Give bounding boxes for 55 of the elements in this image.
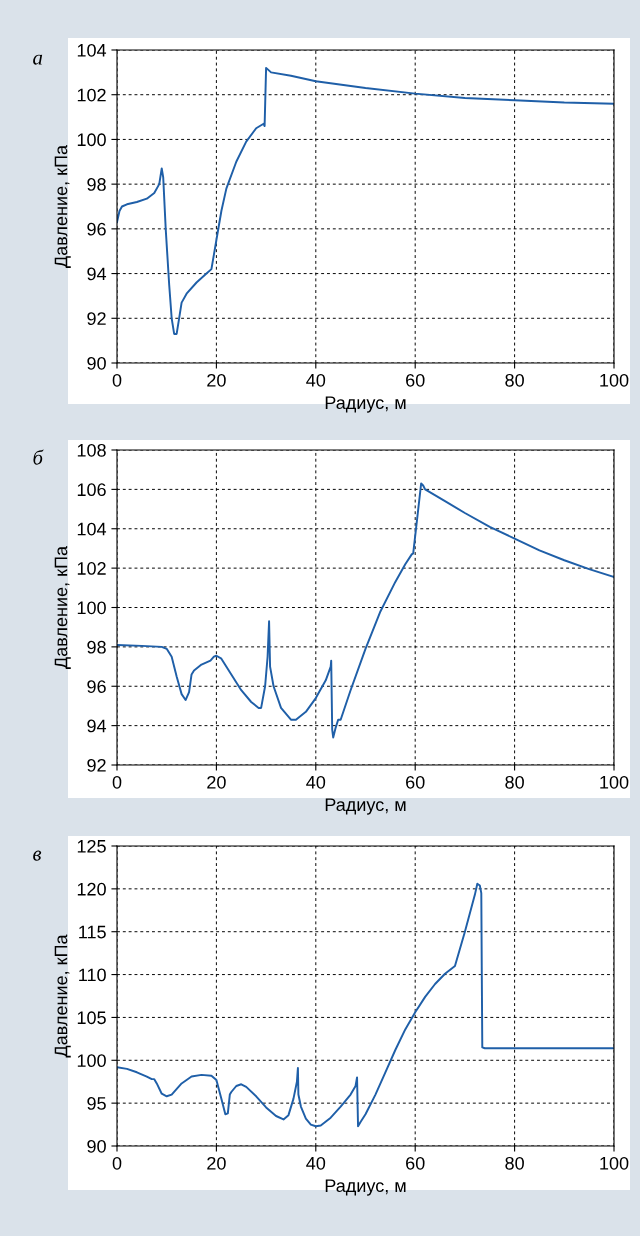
line-series xyxy=(117,66,614,335)
y-tick-label: 94 xyxy=(87,719,107,733)
x-axis-title: Радиус, м xyxy=(325,798,406,815)
y-tick-label: 94 xyxy=(87,267,107,281)
x-tick-label: 60 xyxy=(406,373,425,387)
x-tick-label: 0 xyxy=(112,775,122,789)
y-tick-label: 98 xyxy=(87,640,106,654)
y-tick-label: 104 xyxy=(77,522,107,536)
x-tick-label: 0 xyxy=(112,373,122,387)
y-tick-label: 100 xyxy=(77,1054,106,1068)
x-tick-label: 100 xyxy=(600,1156,629,1170)
line-series xyxy=(117,882,614,1128)
y-axis-title: Давление, кПа xyxy=(54,934,71,1058)
x-tick-label: 40 xyxy=(306,1156,326,1170)
y-tick-label: 100 xyxy=(77,133,106,147)
x-tick-label: 100 xyxy=(600,373,629,387)
x-tick-label: 60 xyxy=(406,775,425,789)
y-tick-label: 102 xyxy=(77,88,106,102)
y-tick-label: 108 xyxy=(77,443,106,457)
y-tick-label: 96 xyxy=(87,680,106,693)
chart-title: а xyxy=(33,54,43,65)
x-tick-label: 60 xyxy=(406,1156,425,1170)
y-tick-label: 98 xyxy=(87,178,106,191)
y-tick-label: 100 xyxy=(77,601,106,615)
y-tick-label: 115 xyxy=(79,925,106,939)
x-axis-title: Радиус, м xyxy=(325,1179,406,1196)
y-tick-label: 105 xyxy=(77,1011,106,1025)
x-tick-label: 80 xyxy=(505,373,524,387)
y-tick-label: 102 xyxy=(77,562,106,575)
y-tick-label: 92 xyxy=(87,312,106,326)
y-axis-title: Давление, кПа xyxy=(54,144,71,268)
x-tick-label: 100 xyxy=(600,775,629,789)
x-tick-label: 20 xyxy=(207,775,226,789)
y-tick-label: 104 xyxy=(77,43,107,57)
chart-title: б xyxy=(33,449,44,465)
x-tick-label: 40 xyxy=(306,373,326,387)
y-tick-label: 120 xyxy=(77,882,106,896)
y-tick-label: 90 xyxy=(87,356,106,370)
chart-title: в xyxy=(33,850,42,861)
x-tick-label: 0 xyxy=(112,1156,122,1170)
x-tick-label: 80 xyxy=(505,1156,524,1170)
x-tick-label: 20 xyxy=(207,373,226,387)
x-tick-label: 40 xyxy=(306,775,326,789)
y-axis-title: Давление, кПа xyxy=(54,545,71,669)
y-tick-label: 110 xyxy=(79,968,106,982)
x-tick-label: 80 xyxy=(505,775,524,789)
y-tick-label: 125 xyxy=(77,839,106,853)
y-tick-label: 90 xyxy=(87,1139,106,1153)
y-tick-label: 92 xyxy=(87,758,106,772)
line-series xyxy=(117,482,614,739)
y-tick-label: 95 xyxy=(87,1097,106,1110)
x-tick-label: 20 xyxy=(207,1156,226,1170)
x-axis-title: Радиус, м xyxy=(325,396,406,413)
y-tick-label: 106 xyxy=(77,483,106,497)
y-tick-label: 96 xyxy=(87,222,106,236)
